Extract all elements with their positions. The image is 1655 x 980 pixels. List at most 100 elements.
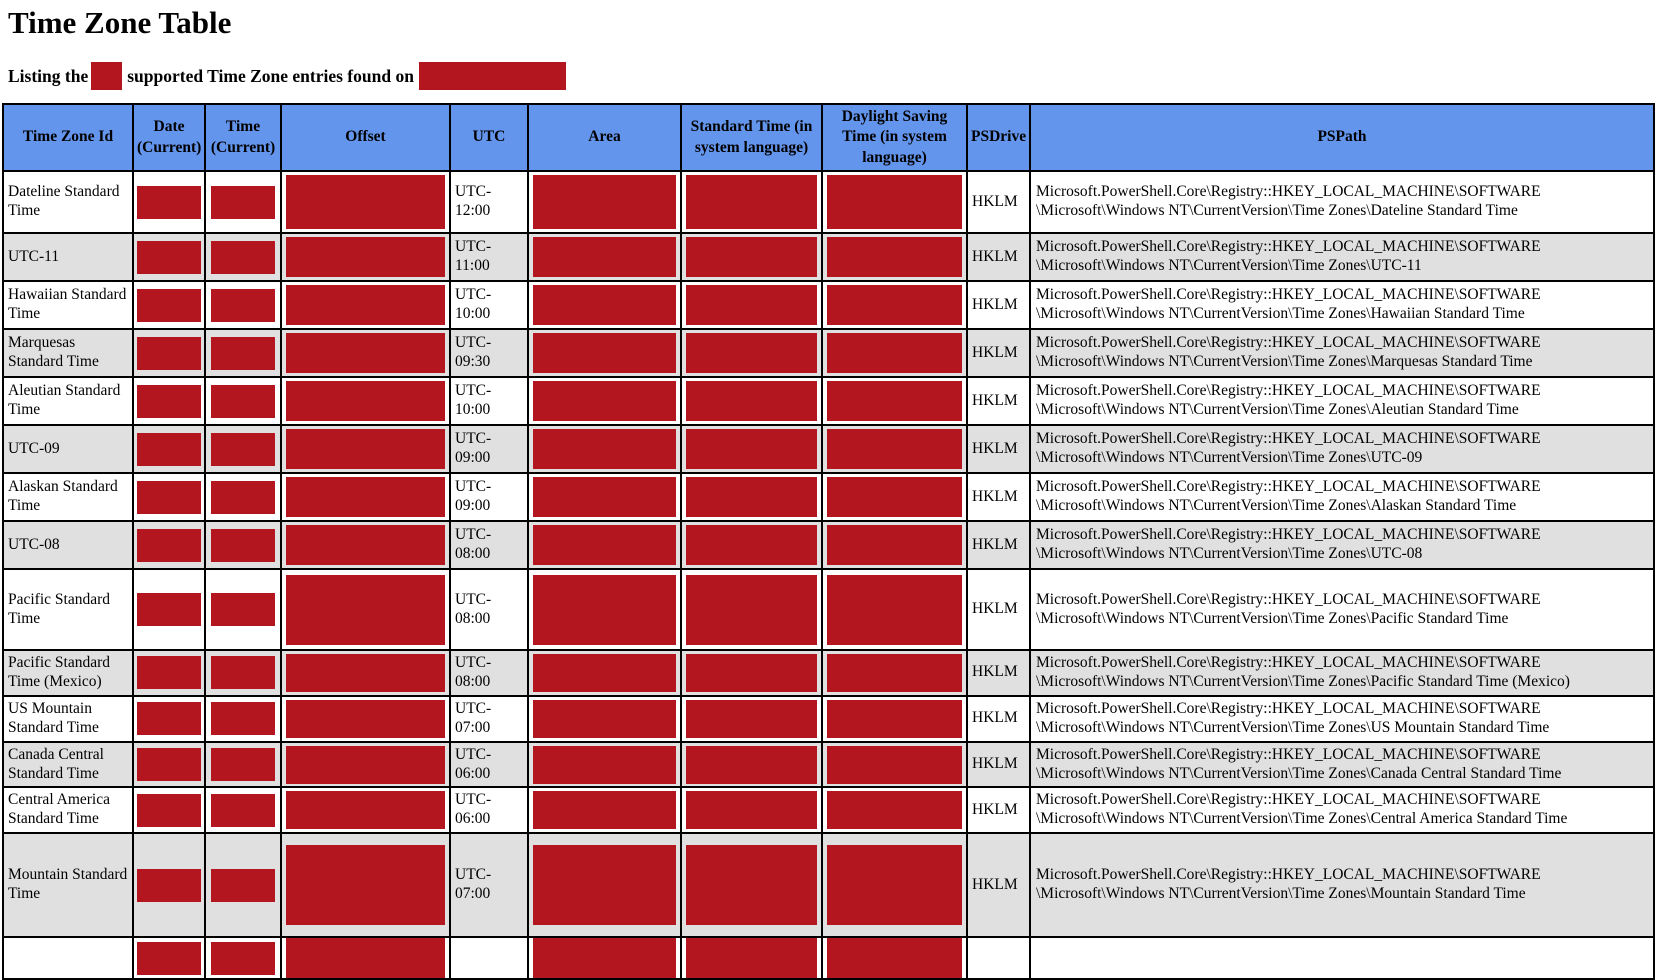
- redacted-area-value: [533, 845, 676, 926]
- pspath-line-1: Microsoft.PowerShell.Core\Registry::HKEY…: [1036, 334, 1541, 352]
- psdrive-cell: HKLM: [966, 472, 1031, 522]
- table-header: Time Zone Id Date (Current) Time (Curren…: [2, 103, 1655, 172]
- pspath-cell: Microsoft.PowerShell.Core\Registry::HKEY…: [1029, 568, 1655, 651]
- daylight-saving-time-cell: [821, 170, 968, 234]
- pspath-line-2: \Microsoft\Windows NT\CurrentVersion\Tim…: [1036, 401, 1519, 418]
- timezone-table: Time Zone Id Date (Current) Time (Curren…: [2, 103, 1655, 980]
- standard-time-cell: [680, 170, 823, 234]
- header-row: Time Zone Id Date (Current) Time (Curren…: [2, 103, 1655, 172]
- redacted-area-value: [533, 653, 676, 692]
- area-cell: [527, 786, 682, 835]
- table-row: Canada Central Standard Time UTC-06:00 H…: [2, 740, 1655, 789]
- timezone-id-cell: Hawaiian Standard Time: [2, 280, 134, 330]
- timezone-id-label: Aleutian Standard Time: [8, 382, 121, 418]
- timezone-id-cell: Aleutian Standard Time: [2, 376, 134, 426]
- date-current-cell: [132, 376, 206, 426]
- pspath-cell: Microsoft.PowerShell.Core\Registry::HKEY…: [1029, 280, 1655, 330]
- timezone-id-cell: UTC-09: [2, 424, 134, 474]
- redacted-offset-value: [286, 745, 445, 784]
- offset-cell: [280, 520, 451, 570]
- date-current-cell: [132, 936, 206, 980]
- timezone-id-cell: Dateline Standard Time: [2, 170, 134, 234]
- redacted-count-value: [91, 62, 123, 90]
- psdrive-cell: HKLM: [966, 568, 1031, 651]
- psdrive-cell: HKLM: [966, 740, 1031, 789]
- psdrive-value: HKLM: [972, 800, 1018, 818]
- time-current-cell: [204, 786, 282, 835]
- standard-time-cell: [680, 472, 823, 522]
- redacted-daylight-saving-value: [827, 381, 962, 421]
- time-current-cell: [204, 232, 282, 282]
- utc-cell: UTC-06:00: [449, 740, 529, 789]
- redacted-offset-value: [286, 791, 445, 830]
- redacted-time-value: [211, 528, 275, 562]
- timezone-id-cell: Alaskan Standard Time: [2, 472, 134, 522]
- table-row: Aleutian Standard Time UTC-10:00 HKLM Mi…: [2, 376, 1655, 426]
- standard-time-cell: [680, 649, 823, 697]
- pspath-line-2: \Microsoft\Windows NT\CurrentVersion\Tim…: [1036, 353, 1533, 370]
- redacted-time-value: [211, 941, 275, 975]
- table-row: UTC-09 UTC-09:00 HKLM Microsoft.PowerShe…: [2, 424, 1655, 474]
- pspath-cell: Microsoft.PowerShell.Core\Registry::HKEY…: [1029, 232, 1655, 282]
- psdrive-cell: HKLM: [966, 832, 1031, 939]
- redacted-date-value: [137, 748, 201, 782]
- pspath-cell: Microsoft.PowerShell.Core\Registry::HKEY…: [1029, 832, 1655, 939]
- offset-cell: [280, 232, 451, 282]
- area-cell: [527, 328, 682, 378]
- offset-cell: [280, 694, 451, 743]
- redacted-offset-value: [286, 477, 445, 517]
- date-current-cell: [132, 424, 206, 474]
- offset-cell: [280, 170, 451, 234]
- timezone-id-cell: Mountain Standard Time: [2, 832, 134, 939]
- offset-cell: [280, 832, 451, 939]
- date-current-cell: [132, 232, 206, 282]
- redacted-offset-value: [286, 285, 445, 325]
- psdrive-value: HKLM: [972, 709, 1018, 727]
- redacted-offset-value: [286, 333, 445, 373]
- date-current-cell: [132, 740, 206, 789]
- utc-value: UTC-06:00: [455, 791, 492, 828]
- offset-cell: [280, 740, 451, 789]
- table-row: UTC-08 UTC-08:00 HKLM Microsoft.PowerShe…: [2, 520, 1655, 570]
- daylight-saving-time-cell: [821, 520, 968, 570]
- timezone-id-label: Hawaiian Standard Time: [8, 286, 127, 322]
- redacted-time-value: [211, 868, 275, 902]
- redacted-time-value: [211, 336, 275, 370]
- redacted-time-value: [211, 480, 275, 514]
- utc-value: UTC-12:00: [455, 183, 492, 219]
- redacted-area-value: [533, 938, 676, 979]
- redacted-standard-time-value: [686, 429, 817, 469]
- psdrive-cell: HKLM: [966, 280, 1031, 330]
- pspath-line-1: Microsoft.PowerShell.Core\Registry::HKEY…: [1036, 699, 1541, 717]
- timezone-id-cell: Marquesas Standard Time: [2, 328, 134, 378]
- daylight-saving-time-cell: [821, 694, 968, 743]
- standard-time-cell: [680, 280, 823, 330]
- utc-cell: UTC-08:00: [449, 520, 529, 570]
- utc-cell: UTC-09:30: [449, 328, 529, 378]
- time-current-cell: [204, 328, 282, 378]
- area-cell: [527, 376, 682, 426]
- utc-cell: UTC-10:00: [449, 376, 529, 426]
- date-current-cell: [132, 170, 206, 234]
- psdrive-value: HKLM: [972, 535, 1018, 553]
- pspath-line-1: Microsoft.PowerShell.Core\Registry::HKEY…: [1036, 478, 1541, 496]
- utc-value: UTC-07:00: [455, 699, 492, 736]
- pspath-line-2: \Microsoft\Windows NT\CurrentVersion\Tim…: [1036, 449, 1423, 466]
- header-time-zone-id: Time Zone Id: [2, 103, 134, 172]
- psdrive-cell: [966, 936, 1031, 980]
- date-current-cell: [132, 472, 206, 522]
- pspath-cell: Microsoft.PowerShell.Core\Registry::HKEY…: [1029, 472, 1655, 522]
- date-current-cell: [132, 568, 206, 651]
- table-row: US Mountain Standard Time UTC-07:00 HKLM…: [2, 694, 1655, 743]
- redacted-date-value: [137, 432, 201, 466]
- utc-cell: UTC-12:00: [449, 170, 529, 234]
- subtitle-suffix: supported Time Zone entries found on: [127, 66, 414, 86]
- area-cell: [527, 568, 682, 651]
- redacted-date-value: [137, 528, 201, 562]
- utc-value: UTC-10:00: [455, 286, 492, 322]
- psdrive-cell: HKLM: [966, 424, 1031, 474]
- pspath-line-1: Microsoft.PowerShell.Core\Registry::HKEY…: [1036, 526, 1541, 544]
- redacted-offset-value: [286, 699, 445, 738]
- table-row: Pacific Standard Time UTC-08:00 HKLM Mic…: [2, 568, 1655, 651]
- header-area: Area: [527, 103, 682, 172]
